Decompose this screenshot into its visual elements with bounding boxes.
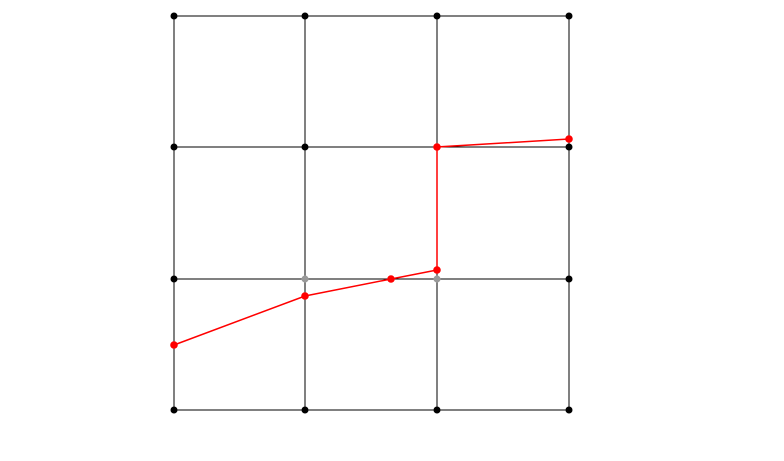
- node: [170, 406, 178, 414]
- grid: [173, 15, 570, 411]
- path-node: [301, 292, 309, 300]
- node: [301, 406, 309, 414]
- node: [170, 275, 178, 283]
- node: [565, 406, 573, 414]
- node: [170, 143, 178, 151]
- node: [433, 275, 441, 283]
- node: [170, 12, 178, 20]
- path-nodes: [170, 135, 573, 349]
- node: [565, 12, 573, 20]
- node: [433, 12, 441, 20]
- node: [565, 143, 573, 151]
- path-node: [170, 341, 178, 349]
- grid-nodes: [170, 12, 573, 414]
- node: [565, 275, 573, 283]
- node: [301, 12, 309, 20]
- path-node: [433, 143, 441, 151]
- node: [301, 275, 309, 283]
- red-path: [173, 138, 570, 346]
- path-node: [565, 135, 573, 143]
- gray-nodes: [301, 275, 441, 283]
- node: [301, 143, 309, 151]
- path-node: [387, 275, 395, 283]
- path-node: [433, 266, 441, 274]
- node: [433, 406, 441, 414]
